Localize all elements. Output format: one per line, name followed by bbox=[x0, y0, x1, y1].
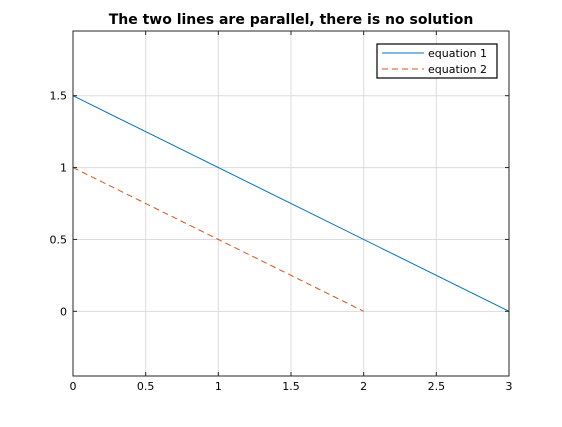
ticks: 0 0.5 1 1.5 2 2.5 3 0 0.5 1 1.5 bbox=[50, 31, 513, 393]
chart-title: The two lines are parallel, there is no … bbox=[109, 12, 474, 28]
series-line-equation-2 bbox=[72, 167, 364, 312]
x-tick-label: 0.5 bbox=[137, 380, 155, 393]
series-line-equation-1 bbox=[72, 95, 510, 312]
x-tick-label: 2.5 bbox=[428, 380, 446, 393]
x-tick-label: 3 bbox=[506, 380, 513, 393]
legend: equation 1 equation 2 bbox=[376, 43, 498, 79]
x-tick-label: 1 bbox=[215, 380, 222, 393]
legend-label-equation-2: equation 2 bbox=[428, 63, 487, 76]
y-tick-label: 1 bbox=[60, 162, 67, 175]
legend-box bbox=[376, 43, 498, 79]
y-tick-label: 0.5 bbox=[50, 233, 68, 246]
series-layer bbox=[72, 95, 510, 312]
y-tick-label: 1.5 bbox=[50, 90, 68, 103]
x-tick-label: 0 bbox=[70, 380, 77, 393]
x-tick-label: 1.5 bbox=[282, 380, 300, 393]
legend-label-equation-1: equation 1 bbox=[428, 47, 487, 60]
x-tick-label: 2 bbox=[360, 380, 367, 393]
y-tick-label: 0 bbox=[60, 305, 67, 318]
